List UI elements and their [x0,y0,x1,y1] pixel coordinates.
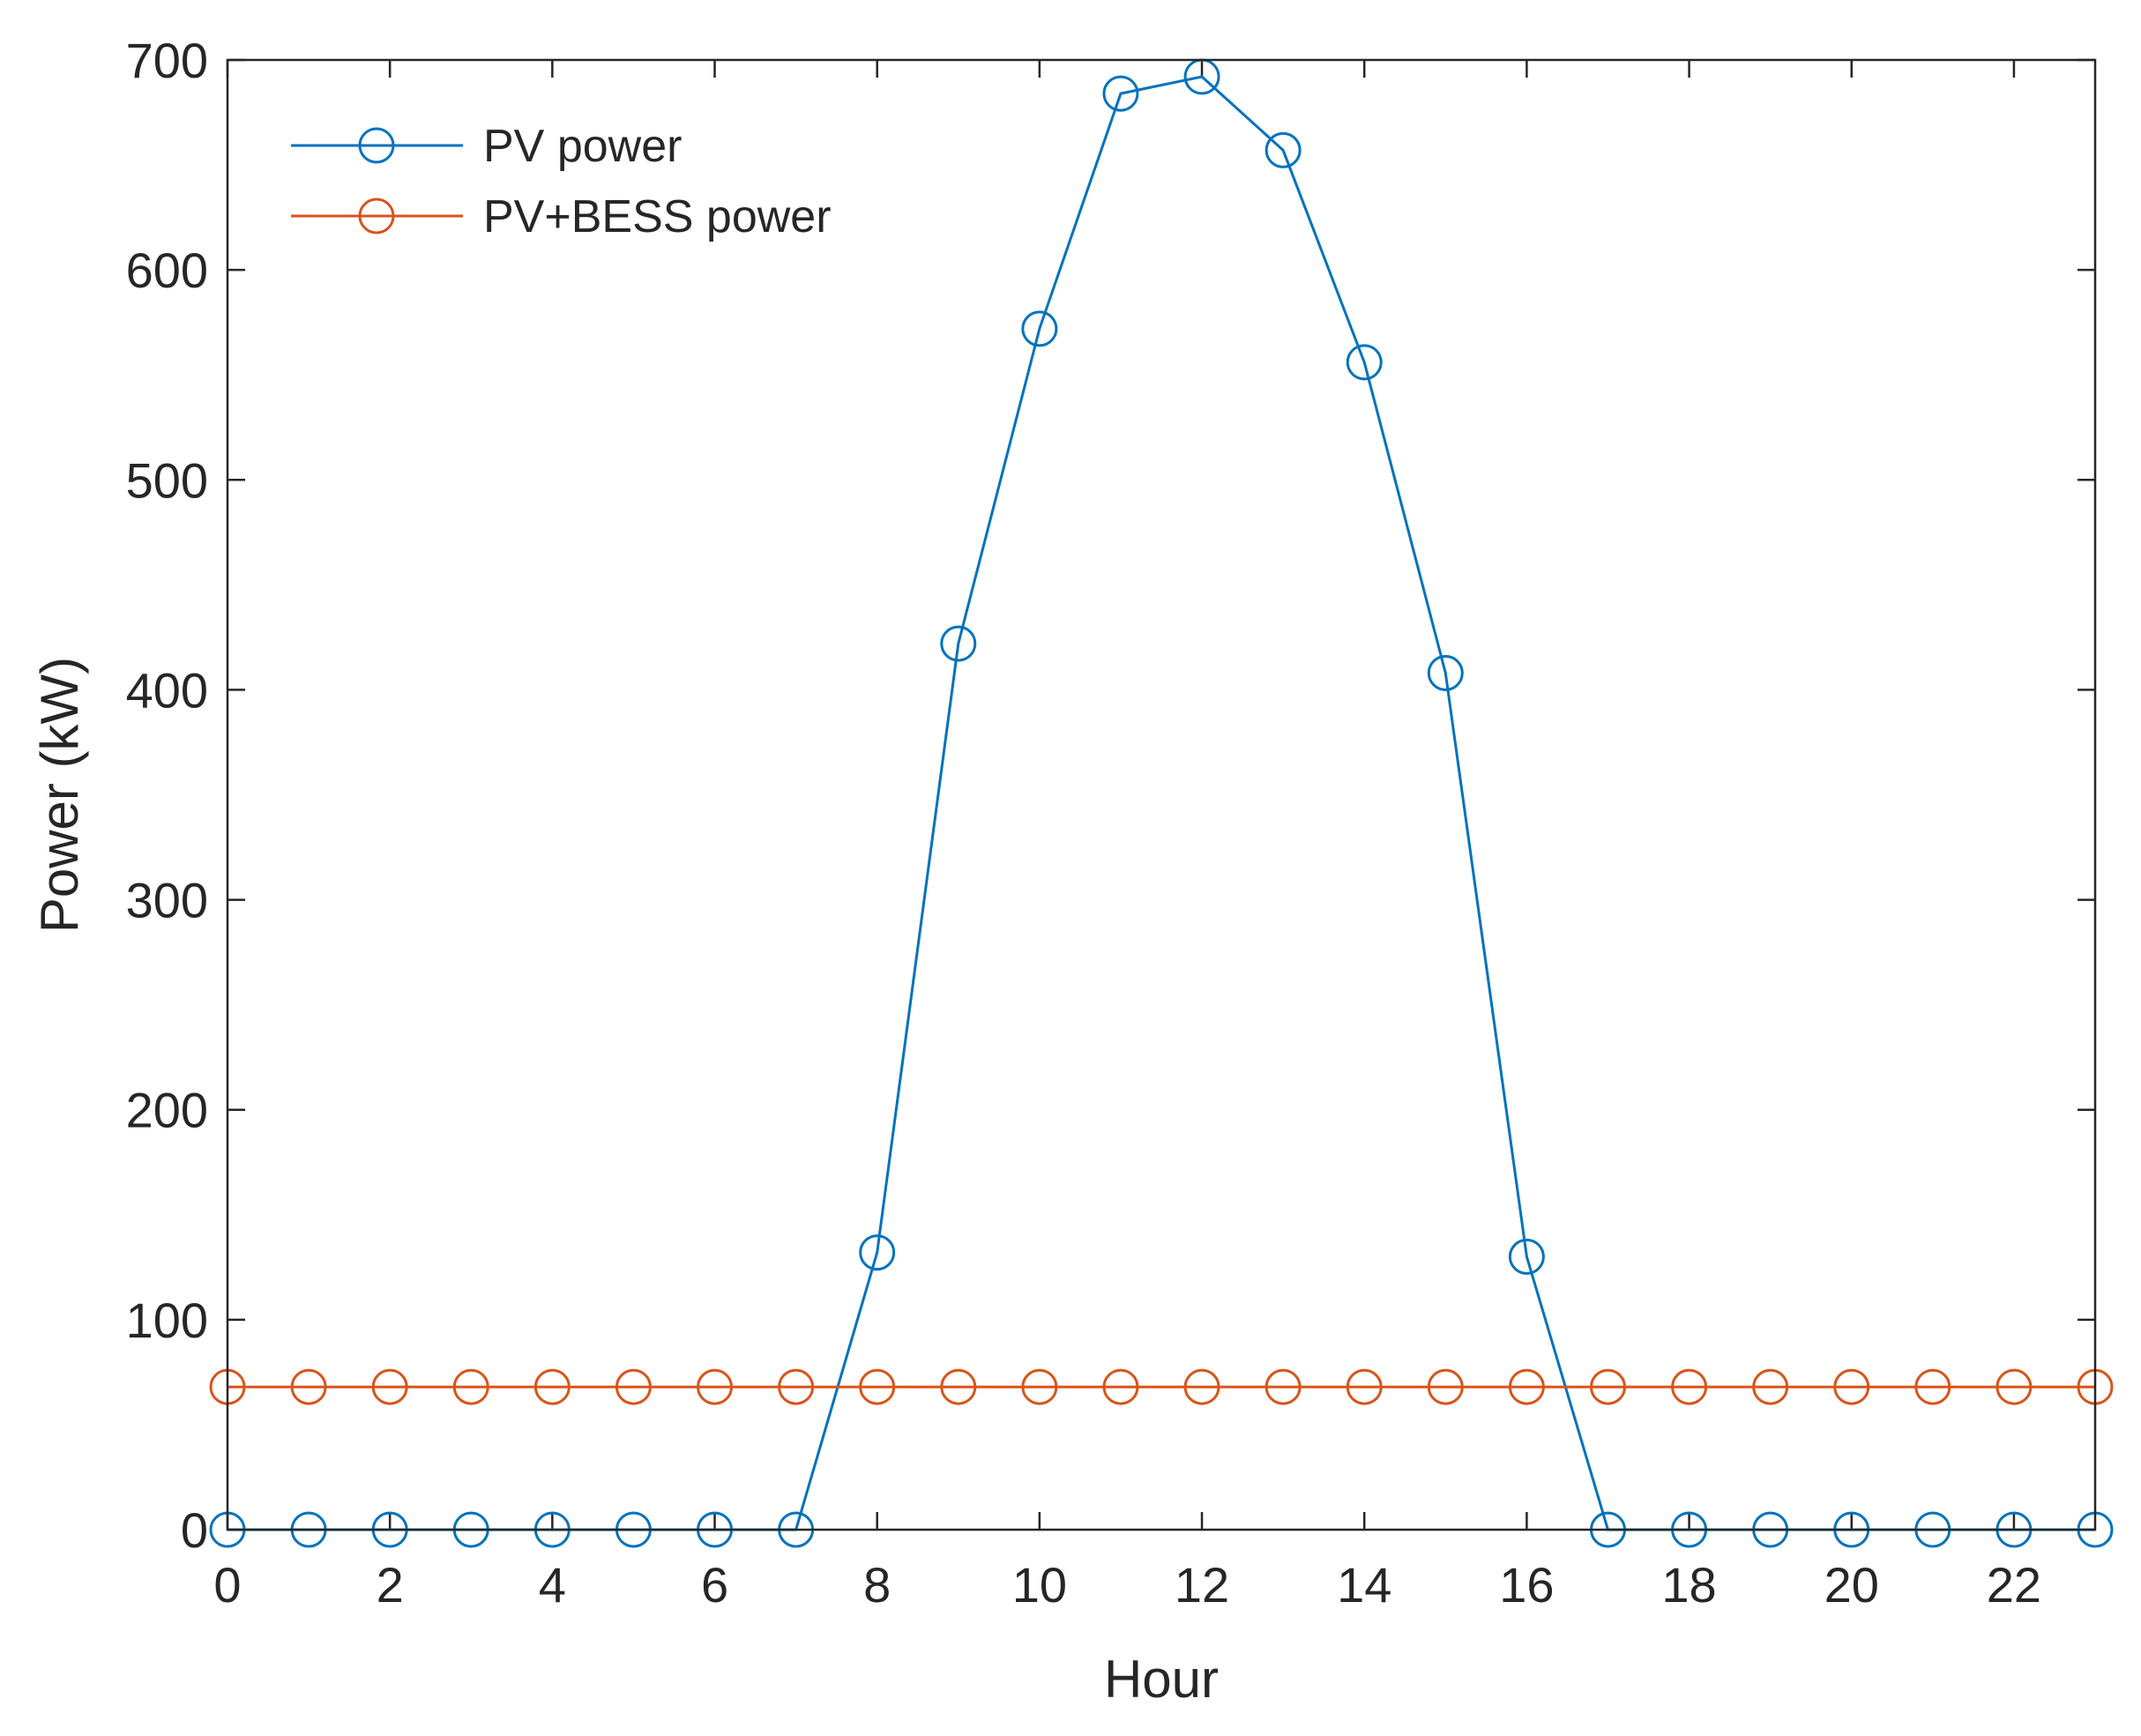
legend: PV power PV+BESS power [291,121,832,242]
y-tick-label: 0 [181,1502,208,1558]
data-point [1833,1368,1870,1405]
x-tick-label: 18 [1661,1557,1716,1613]
data-point [1102,1368,1139,1405]
legend-label: PV+BESS power [483,191,832,242]
legend-entry: PV power [291,121,682,172]
y-axis-label: Power (kW) [30,657,89,933]
data-point [778,1368,815,1405]
legend-entry: PV+BESS power [291,191,832,242]
x-tick-label: 8 [863,1557,891,1613]
y-tick-label: 600 [126,242,208,298]
y-tick-label: 500 [126,452,208,508]
data-point [615,1368,652,1405]
x-tick-label: 20 [1824,1557,1879,1613]
data-point [859,1368,896,1405]
data-point [371,1368,408,1405]
data-point [940,625,977,662]
data-point [1346,344,1383,381]
data-point [1264,131,1302,168]
x-tick-label: 22 [1987,1557,2041,1613]
data-point [1508,1238,1545,1275]
data-point [1264,1368,1302,1405]
data-point [1914,1368,1951,1405]
y-tick-label: 200 [126,1083,208,1138]
plot-frame [226,58,2097,1531]
y-tick-label: 100 [126,1293,208,1348]
y-tick-label: 400 [126,662,208,718]
legend-marker [358,127,395,164]
x-tick-label: 4 [539,1557,566,1613]
data-point [1427,654,1464,691]
y-tick-label: 700 [126,33,208,88]
data-point [697,1368,734,1405]
data-point [1021,310,1058,347]
data-point [290,1368,327,1405]
x-tick-label: 10 [1012,1557,1067,1613]
y-tick-labels: 0 100 200 300 400 500 600 700 [126,33,208,1558]
data-point [1346,1368,1383,1405]
x-tick-label: 16 [1499,1557,1554,1613]
data-point [1589,1368,1626,1405]
x-tick-label: 6 [701,1557,728,1613]
data-point [452,1368,489,1405]
data-point [1671,1368,1708,1405]
legend-label: PV power [483,121,682,172]
data-point [1996,1368,2033,1405]
x-tick-label: 0 [213,1557,241,1613]
data-point [859,1234,896,1271]
data-point [1183,1368,1220,1405]
x-tick-labels: 0 2 4 6 8 10 12 14 16 18 20 22 [213,1557,2041,1613]
y-tick-label: 300 [126,873,208,928]
data-point [1752,1368,1789,1405]
data-point [1021,1368,1058,1405]
data-point [1508,1368,1545,1405]
x-tick-label: 14 [1337,1557,1391,1613]
x-tick-label: 2 [377,1557,404,1613]
x-tick-label: 12 [1175,1557,1229,1613]
data-point [1427,1368,1464,1405]
data-point [533,1368,571,1405]
series-2 [209,1368,2114,1405]
x-axis-label: Hour [1104,1650,1219,1709]
data-point [940,1368,977,1405]
legend-marker [358,197,395,235]
data-point [1102,75,1139,112]
